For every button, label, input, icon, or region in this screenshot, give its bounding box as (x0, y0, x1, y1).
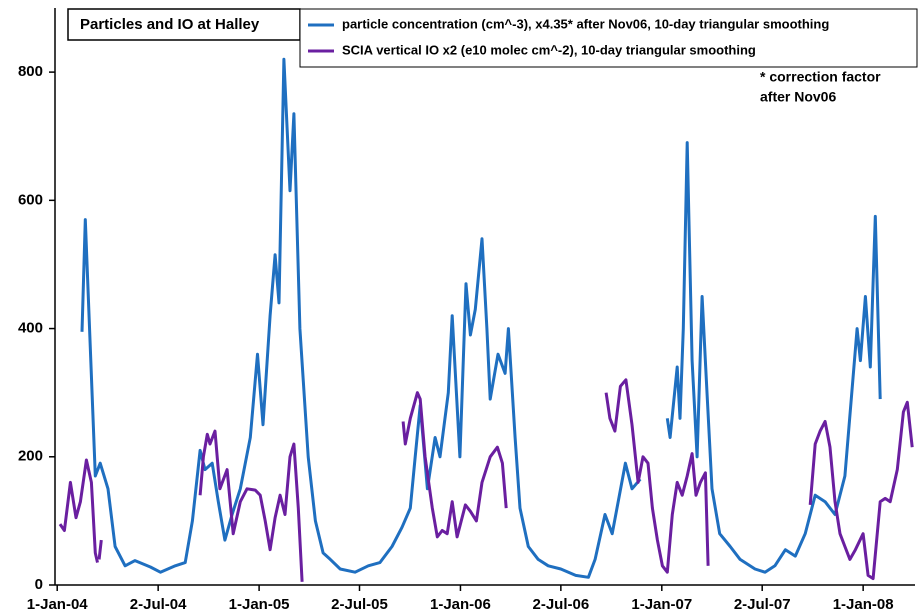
legend-label: particle concentration (cm^-3), x4.35* a… (342, 16, 829, 31)
x-tick-label: 1-Jan-05 (229, 596, 290, 613)
x-tick-label: 2-Jul-07 (734, 596, 791, 613)
x-tick-label: 2-Jul-06 (532, 596, 589, 613)
x-tick-label: 1-Jan-08 (833, 596, 894, 613)
y-tick-label: 400 (18, 320, 43, 337)
x-tick-label: 2-Jul-04 (130, 596, 187, 613)
y-tick-label: 600 (18, 191, 43, 208)
y-tick-label: 0 (35, 576, 43, 593)
y-tick-label: 800 (18, 63, 43, 80)
annotation: after Nov06 (760, 89, 836, 105)
chart-title: Particles and IO at Halley (80, 16, 260, 33)
x-tick-label: 1-Jan-04 (27, 596, 89, 613)
x-tick-label: 1-Jan-06 (430, 596, 491, 613)
series-line (58, 378, 914, 582)
plot-area: 0 200 400 600 800 1-Jan-04 2-Jul-04 1-Jan-05 2-J… (18, 8, 915, 613)
annotation: * correction factor (760, 69, 881, 85)
title-box (67, 8, 301, 41)
legend-label: SCIA vertical IO x2 (e10 molec cm^-2), 1… (342, 42, 756, 57)
x-tick-label: 2-Jul-05 (331, 596, 388, 613)
series-line (80, 57, 882, 579)
x-tick-label: 1-Jan-07 (631, 596, 692, 613)
y-tick-label: 200 (18, 448, 43, 465)
legend (299, 8, 918, 68)
